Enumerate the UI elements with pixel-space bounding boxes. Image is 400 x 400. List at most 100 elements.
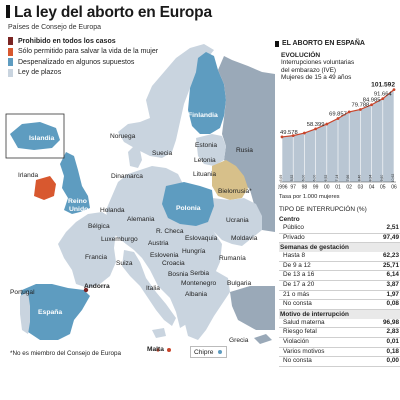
label-montenegro: Montenegro bbox=[181, 280, 217, 287]
chart-tick-label: 06 bbox=[391, 185, 397, 191]
chart-rates-group: 5,69 5,52 6,00 6,00 6,52 7,14 7,66 8,46 8,94 9,60… bbox=[279, 174, 395, 183]
chart-ticks-group: 199697 98 99 00 01 02 03 04 05 06 bbox=[278, 181, 397, 191]
title-square-icon bbox=[275, 40, 279, 47]
legend-swatch bbox=[8, 47, 13, 56]
table-row: De 17 a 20 3,87 bbox=[279, 281, 400, 291]
row-value: 25,71 bbox=[383, 261, 399, 269]
label-espana: España bbox=[38, 309, 62, 316]
title-bar-icon bbox=[6, 5, 10, 18]
page-title: La ley del aborto en Europa bbox=[6, 4, 212, 22]
malta-label: Malta bbox=[147, 346, 171, 353]
legend-swatch bbox=[8, 68, 13, 77]
chart-data-label: 91.664 bbox=[374, 92, 393, 98]
land-portugal bbox=[20, 292, 30, 334]
label-suiza: Suiza bbox=[116, 260, 133, 267]
row-label: Riesgo fetal bbox=[283, 328, 317, 336]
land-poland bbox=[162, 182, 214, 226]
interruption-table: TIPO DE INTERRUPCIÓN (%) Centro Público 2,… bbox=[279, 205, 400, 367]
iceland-inset-frame bbox=[5, 113, 65, 159]
row-label: Público bbox=[283, 224, 304, 231]
land-finland bbox=[188, 52, 226, 134]
row-value: 96,98 bbox=[383, 318, 399, 326]
chart-tick-label: 99 bbox=[313, 185, 319, 191]
chart-tick-label: 1996 bbox=[278, 185, 288, 191]
label-letonia: Letonia bbox=[194, 157, 216, 164]
label-eslovenia: Eslovenia bbox=[150, 252, 179, 259]
chart-point bbox=[381, 97, 385, 101]
legend-item: Despenalizado en algunos supuestos bbox=[8, 57, 158, 68]
label-bielorrusia: Bielorrusia* bbox=[218, 188, 252, 195]
chart-rate-label: 6,00 bbox=[301, 175, 305, 182]
row-value: 0,08 bbox=[386, 300, 399, 308]
chart-rate-label: 8,94 bbox=[369, 175, 373, 182]
table-row: Violación 0,01 bbox=[279, 338, 400, 348]
chart-tick-label: 97 bbox=[290, 185, 296, 191]
chart-tick-label: 01 bbox=[335, 185, 341, 191]
chipre-label: Chipre bbox=[190, 346, 228, 358]
label-rumania: Rumanía bbox=[219, 255, 246, 262]
label-irlanda: Irlanda bbox=[18, 172, 38, 179]
label-ucrania: Ucrania bbox=[226, 217, 249, 224]
chart-point bbox=[303, 131, 306, 135]
land-italy bbox=[122, 250, 176, 326]
label-belgica: Bélgica bbox=[88, 223, 110, 230]
label-croacia: Croacia bbox=[162, 260, 185, 267]
label-holanda: Holanda bbox=[100, 207, 125, 214]
row-value: 62,23 bbox=[383, 252, 399, 260]
label-grecia: Grecia bbox=[229, 337, 249, 344]
chart-bars-group bbox=[280, 88, 396, 182]
legend-item: Prohibido en todos los casos bbox=[8, 36, 158, 47]
row-label: No consta bbox=[283, 300, 312, 308]
label-bulgaria: Bulgaria bbox=[227, 280, 252, 287]
chart-rate-label: 5,69 bbox=[279, 175, 283, 182]
andorra-marker bbox=[83, 287, 89, 293]
label-polonia: Polonia bbox=[176, 205, 201, 212]
table-section-heading: Centro bbox=[279, 216, 300, 223]
land-ireland bbox=[34, 176, 56, 200]
land-norway-sweden bbox=[118, 44, 214, 158]
chart-rate-label: 5,52 bbox=[290, 175, 294, 182]
table-row: Salud materna 96,98 bbox=[279, 319, 400, 329]
label-serbia: Serbia bbox=[190, 270, 209, 277]
label-estonia: Estonia bbox=[195, 142, 217, 149]
table-row: Privado 97,49 bbox=[279, 234, 400, 244]
land-denmark bbox=[128, 146, 142, 168]
land-baltics bbox=[196, 134, 226, 166]
chart-data-label: 79.788 bbox=[352, 102, 370, 108]
page-subtitle: Países de Consejo de Europa bbox=[8, 24, 102, 31]
land-france bbox=[58, 212, 116, 288]
label-noruega: Noruega bbox=[110, 133, 136, 140]
chart-point bbox=[370, 103, 373, 107]
chart-rate-label: 9,60 bbox=[380, 175, 384, 182]
table-section-heading: Motivo de interrupción bbox=[279, 309, 400, 319]
chart-rate-label: 6,00 bbox=[313, 175, 317, 182]
table-row: Varios motivos 0,18 bbox=[279, 348, 400, 358]
table-row: Hasta 8 62,23 bbox=[279, 252, 400, 262]
legend-swatch bbox=[8, 37, 13, 46]
row-label: Varios motivos bbox=[283, 347, 325, 355]
label-lituania: Lituania bbox=[193, 171, 216, 178]
chart-point bbox=[291, 134, 295, 138]
row-label: Privado bbox=[283, 233, 305, 241]
legend-item: Ley de plazos bbox=[8, 68, 158, 79]
table-row: No consta 0,00 bbox=[279, 357, 400, 367]
chart-point bbox=[347, 110, 351, 114]
label-unido: Unido bbox=[69, 206, 88, 213]
table-row: No consta 0,08 bbox=[279, 300, 400, 310]
label-moldavia: Moldavia bbox=[231, 235, 258, 242]
land-ukraine bbox=[208, 198, 262, 246]
panel-title: EL ABORTO EN ESPAÑA bbox=[275, 40, 398, 47]
malta-dot-icon bbox=[166, 347, 171, 352]
row-value: 0,00 bbox=[386, 357, 399, 365]
legend-swatch bbox=[8, 58, 13, 67]
chart-rate-label: 7,14 bbox=[335, 175, 339, 182]
evolution-caption: EVOLUCIÓN Interrupciones voluntarias del… bbox=[281, 52, 355, 81]
label-r-checa: R. Checa bbox=[156, 228, 184, 235]
land-sicily bbox=[152, 328, 166, 338]
chart-tick-label: 02 bbox=[346, 185, 352, 191]
chart-tick-label: 00 bbox=[324, 185, 330, 191]
land-uk bbox=[60, 152, 90, 214]
legend-item: Sólo permitido para salvar la vida de la… bbox=[8, 47, 158, 58]
